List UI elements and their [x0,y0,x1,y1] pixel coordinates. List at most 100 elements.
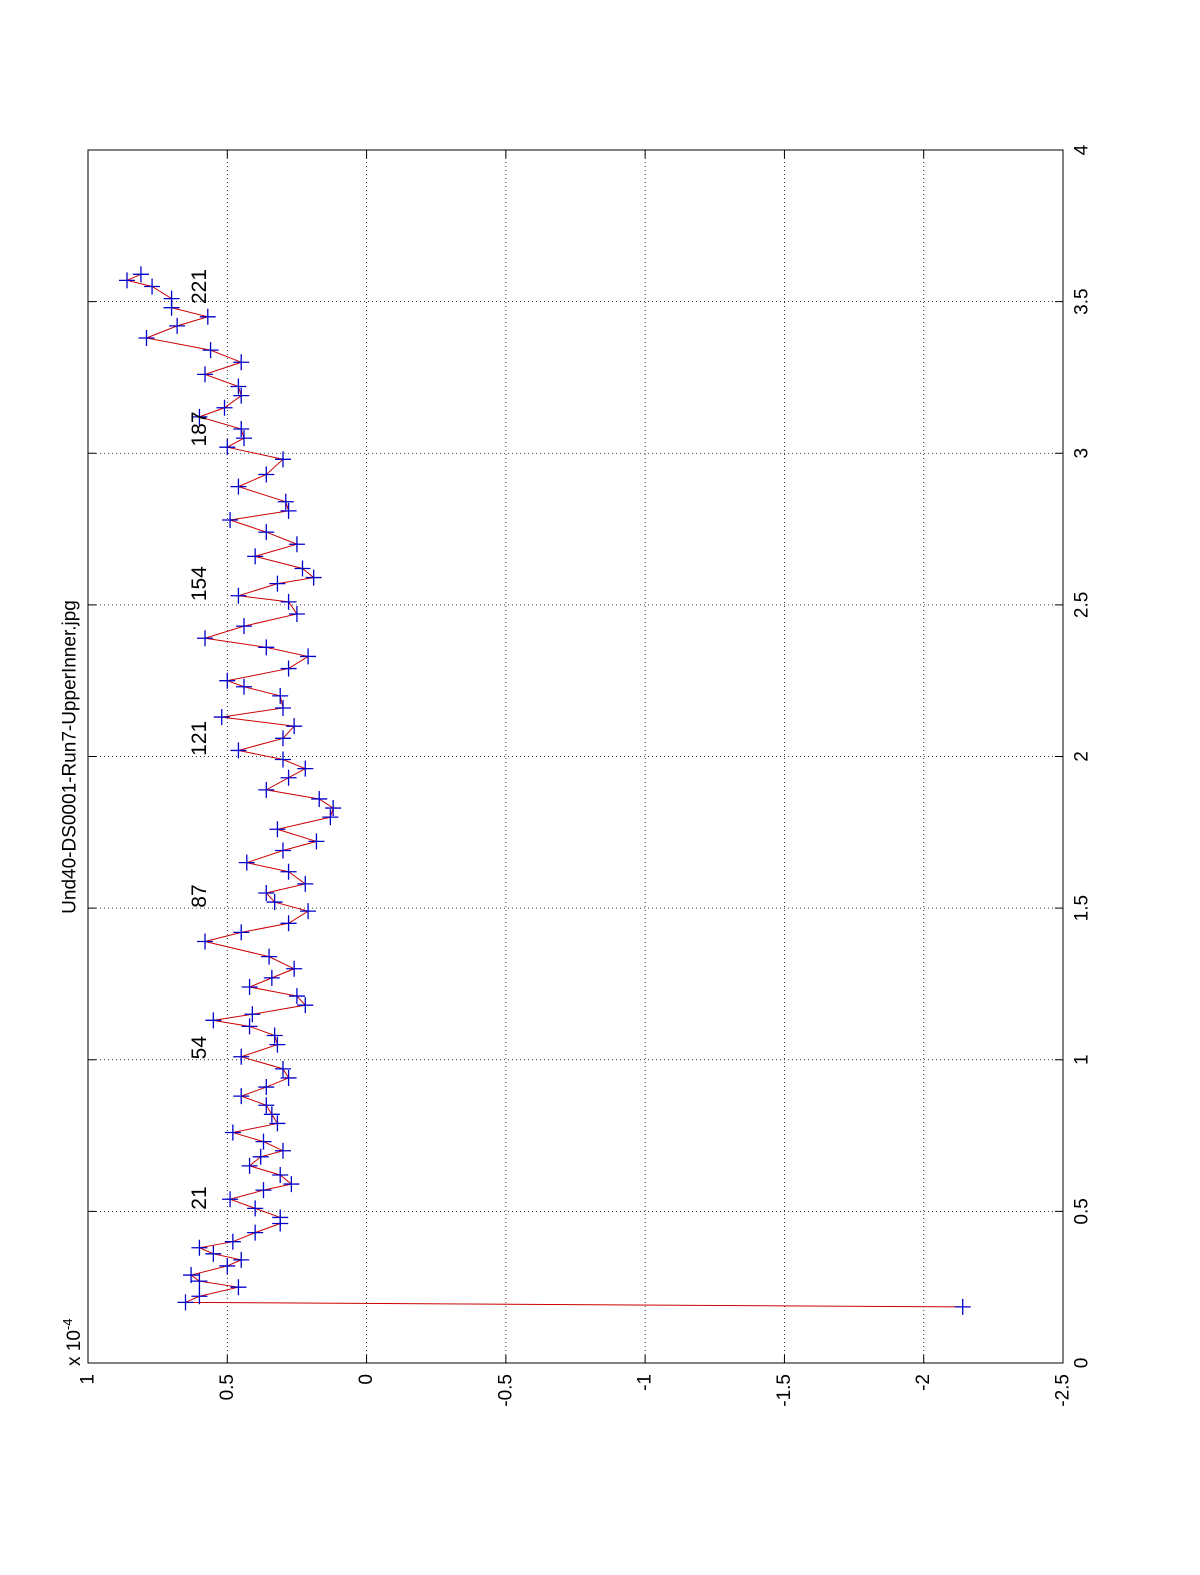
point-marker [233,1251,250,1268]
point-marker [191,1239,208,1256]
point-marker [297,997,314,1014]
point-marker [322,809,339,826]
point-marker [275,730,291,747]
point-marker [132,266,149,283]
point-marker [275,842,291,859]
point-marker [255,1182,272,1199]
point-marker [954,1298,971,1315]
point-marker [236,678,252,695]
point-marker [216,399,233,416]
point-marker [280,1069,297,1086]
point-marker [258,639,275,656]
point-marker [233,420,250,437]
point-marker [269,1036,286,1053]
x-tick-label: 2.5 [1072,592,1093,618]
point-marker [222,1191,239,1208]
point-marker [252,1148,269,1165]
point-marker [247,1200,264,1217]
point-marker [230,1279,247,1296]
point-marker [255,1133,272,1150]
point-marker [233,1048,250,1065]
point-marker [258,524,275,541]
point-marker [230,587,247,604]
x-tick-label: 4 [1072,144,1093,155]
point-marker [286,718,303,735]
point-marker [280,593,297,610]
point-marker [119,272,135,289]
point-marker [222,511,239,528]
point-marker [277,493,294,510]
point-marker [258,1097,275,1114]
point-marker [286,960,303,977]
point-marker [300,648,317,665]
point-marker [197,366,213,383]
point-marker [224,1233,241,1250]
point-marker [266,1027,283,1044]
point-marker [236,430,252,447]
y-tick-label: -1.5 [774,1374,795,1407]
annotation: 187 [188,411,211,446]
point-marker [205,1245,222,1262]
x-tick-label: 0 [1072,1358,1093,1369]
point-marker [219,672,236,689]
point-marker [311,790,328,807]
point-marker [241,1157,258,1174]
point-marker [275,1060,291,1077]
point-marker [191,1288,208,1305]
point-marker [288,536,305,553]
point-marker [205,1012,222,1029]
annotation: 21 [188,1186,211,1209]
point-marker [197,933,213,950]
point-marker [272,1209,289,1226]
point-marker [288,605,305,622]
y-tick-label: -2 [913,1374,934,1391]
point-marker [269,575,286,592]
y-tick-label: -0.5 [495,1374,516,1407]
point-marker [247,1224,264,1241]
point-marker [275,451,291,468]
point-marker [191,1273,208,1290]
point-marker [297,760,314,777]
x-tick-label: 1 [1072,1054,1093,1065]
point-marker [244,1006,261,1023]
point-marker [236,618,252,635]
point-marker [241,1018,258,1035]
y-tick-label: -2.5 [1053,1374,1074,1407]
point-marker [144,278,161,295]
y-tick-label: 1 [78,1374,99,1385]
multiplier-base: x 10 [64,1330,85,1366]
point-marker [230,378,247,395]
point-marker [325,800,342,817]
point-marker [280,660,297,677]
point-marker [238,854,255,871]
point-marker [258,884,275,901]
annotation: 87 [188,884,211,907]
point-marker [275,751,291,768]
point-marker [272,1166,289,1183]
chart-title: Und40-DS0001-Run7-UpperInner.jpg [60,600,81,914]
point-marker [219,439,236,456]
point-marker [233,924,250,941]
point-marker [280,769,297,786]
point-marker [163,290,180,307]
point-marker [247,548,264,565]
annotation: 54 [188,1036,211,1060]
y-multiplier: x 10-4 [60,1319,85,1366]
point-marker [233,1088,250,1105]
point-marker [305,569,322,586]
x-tick-label: 3.5 [1072,288,1093,314]
point-marker [288,988,305,1005]
point-marker [241,978,258,995]
point-marker [280,863,297,880]
point-marker [224,1124,241,1141]
point-marker [275,699,291,716]
annotation: 121 [188,721,211,756]
point-marker [263,969,280,986]
point-marker [258,1079,275,1096]
x-tick-label: 0.5 [1072,1198,1093,1224]
y-tick-label: -1 [635,1374,656,1391]
x-tick-label: 1.5 [1072,895,1093,921]
point-marker [272,687,289,704]
